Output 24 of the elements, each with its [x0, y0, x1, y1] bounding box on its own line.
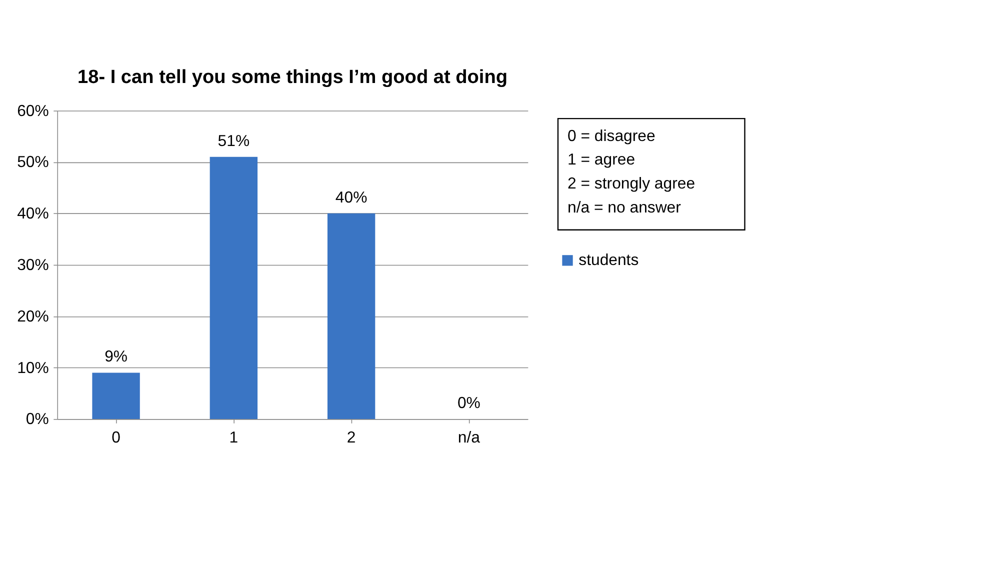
text: 2 = strongly agree	[568, 176, 696, 193]
bar	[327, 213, 376, 420]
data-label: 9%	[104, 348, 128, 366]
y-tick-label: 60%	[17, 102, 49, 120]
bar	[92, 372, 140, 420]
x-tick-label: 2	[346, 429, 356, 446]
x-tick-label: 0	[112, 429, 121, 446]
y-tick-label: 0%	[26, 411, 49, 428]
data-label: 51%	[218, 132, 250, 150]
legend-label: students	[578, 252, 639, 270]
y-tick-label: 20%	[17, 308, 49, 326]
y-tick-label: 50%	[17, 154, 49, 172]
text: 1 = agree	[568, 152, 636, 169]
text: 0 = disagree	[568, 128, 656, 145]
text: n/a = no answer	[568, 199, 682, 216]
x-tick-label: n/a	[458, 429, 480, 446]
y-tick-label: 10%	[17, 360, 49, 377]
y-tick-label: 40%	[17, 206, 49, 223]
data-label: 0%	[457, 394, 480, 412]
data-label: 40%	[335, 189, 368, 206]
x-tick-label: 1	[229, 429, 238, 446]
y-tick-label: 30%	[17, 256, 49, 274]
bar	[210, 156, 258, 420]
chart-title: 18- I can tell you some things I’m good at doing	[77, 66, 508, 88]
